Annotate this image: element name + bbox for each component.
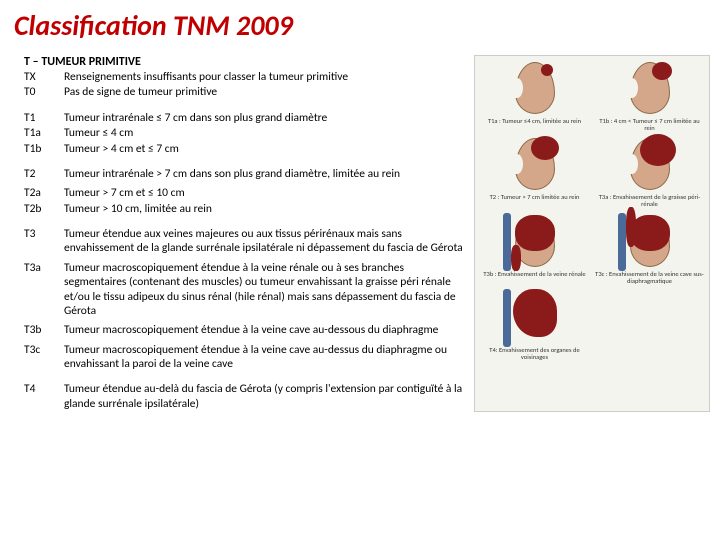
code: T3b: [24, 323, 64, 337]
desc: Tumeur macroscopiquement étendue à la ve…: [64, 343, 474, 372]
code: T3c: [24, 343, 64, 372]
row-t1a: T1aTumeur ≤ 4 cm: [24, 126, 474, 140]
row-t2a: T2aTumeur > 7 cm et ≤ 10 cm: [24, 186, 474, 200]
section-header: T – TUMEUR PRIMITIVE: [24, 55, 474, 69]
desc: Tumeur étendue aux veines majeures ou au…: [64, 227, 474, 256]
row-tx: TXRenseignements insuffisants pour class…: [24, 70, 474, 84]
desc: Tumeur intrarénale > 7 cm dans son plus …: [64, 167, 474, 181]
row-t3a: T3aTumeur macroscopiquement étendue à la…: [24, 261, 474, 319]
code: TX: [24, 70, 64, 84]
diagram-t1b: T1b : 4 cm < Tumeur ≤ 7 cm limitée au re…: [592, 60, 707, 132]
row-t3: T3Tumeur étendue aux veines majeures ou …: [24, 227, 474, 256]
row-t2: T2Tumeur intrarénale > 7 cm dans son plu…: [24, 167, 474, 181]
code: T2a: [24, 186, 64, 200]
code: T4: [24, 382, 64, 411]
desc: Pas de signe de tumeur primitive: [64, 85, 474, 99]
diagram-t3a: T3a : Envahissement de la graisse péri-r…: [592, 136, 707, 208]
desc: Tumeur > 10 cm, limitée au rein: [64, 202, 474, 216]
desc: Tumeur macroscopiquement étendue à la ve…: [64, 323, 474, 337]
classification-text: T – TUMEUR PRIMITIVE TXRenseignements in…: [24, 55, 474, 412]
kidney-diagram-panel: T1a : Tumeur ≤4 cm, limitée au rein T1b …: [474, 55, 710, 412]
desc: Tumeur > 7 cm et ≤ 10 cm: [64, 186, 474, 200]
desc: Tumeur intrarénale ≤ 7 cm dans son plus …: [64, 111, 474, 125]
diagram-t4: T4: Envahissement des organes de voisina…: [477, 289, 592, 361]
row-t3c: T3cTumeur macroscopiquement étendue à la…: [24, 343, 474, 372]
desc: Renseignements insuffisants pour classer…: [64, 70, 474, 84]
content-area: T – TUMEUR PRIMITIVE TXRenseignements in…: [0, 43, 720, 412]
row-t4: T4Tumeur étendue au-delà du fascia de Gé…: [24, 382, 474, 411]
row-t1b: T1bTumeur > 4 cm et ≤ 7 cm: [24, 142, 474, 156]
code: T2b: [24, 202, 64, 216]
row-t0: T0Pas de signe de tumeur primitive: [24, 85, 474, 99]
code: T0: [24, 85, 64, 99]
desc: Tumeur macroscopiquement étendue à la ve…: [64, 261, 474, 319]
diagram-t1a: T1a : Tumeur ≤4 cm, limitée au rein: [477, 60, 592, 132]
code: T2: [24, 167, 64, 181]
row-t2b: T2bTumeur > 10 cm, limitée au rein: [24, 202, 474, 216]
diagram-t3b: T3b : Envahissement de la veine rénale: [477, 213, 592, 285]
row-t3b: T3bTumeur macroscopiquement étendue à la…: [24, 323, 474, 337]
code: T3: [24, 227, 64, 256]
code: T1: [24, 111, 64, 125]
desc: Tumeur ≤ 4 cm: [64, 126, 474, 140]
desc: Tumeur étendue au-delà du fascia de Géro…: [64, 382, 474, 411]
row-t1: T1Tumeur intrarénale ≤ 7 cm dans son plu…: [24, 111, 474, 125]
page-title: Classification TNM 2009: [0, 0, 720, 43]
diagram-t2: T2 : Tumeur > 7 cm limitée au rein: [477, 136, 592, 208]
desc: Tumeur > 4 cm et ≤ 7 cm: [64, 142, 474, 156]
code: T1a: [24, 126, 64, 140]
diagram-t3c: T3c : Envahissement de la veine cave sus…: [592, 213, 707, 285]
code: T3a: [24, 261, 64, 319]
code: T1b: [24, 142, 64, 156]
